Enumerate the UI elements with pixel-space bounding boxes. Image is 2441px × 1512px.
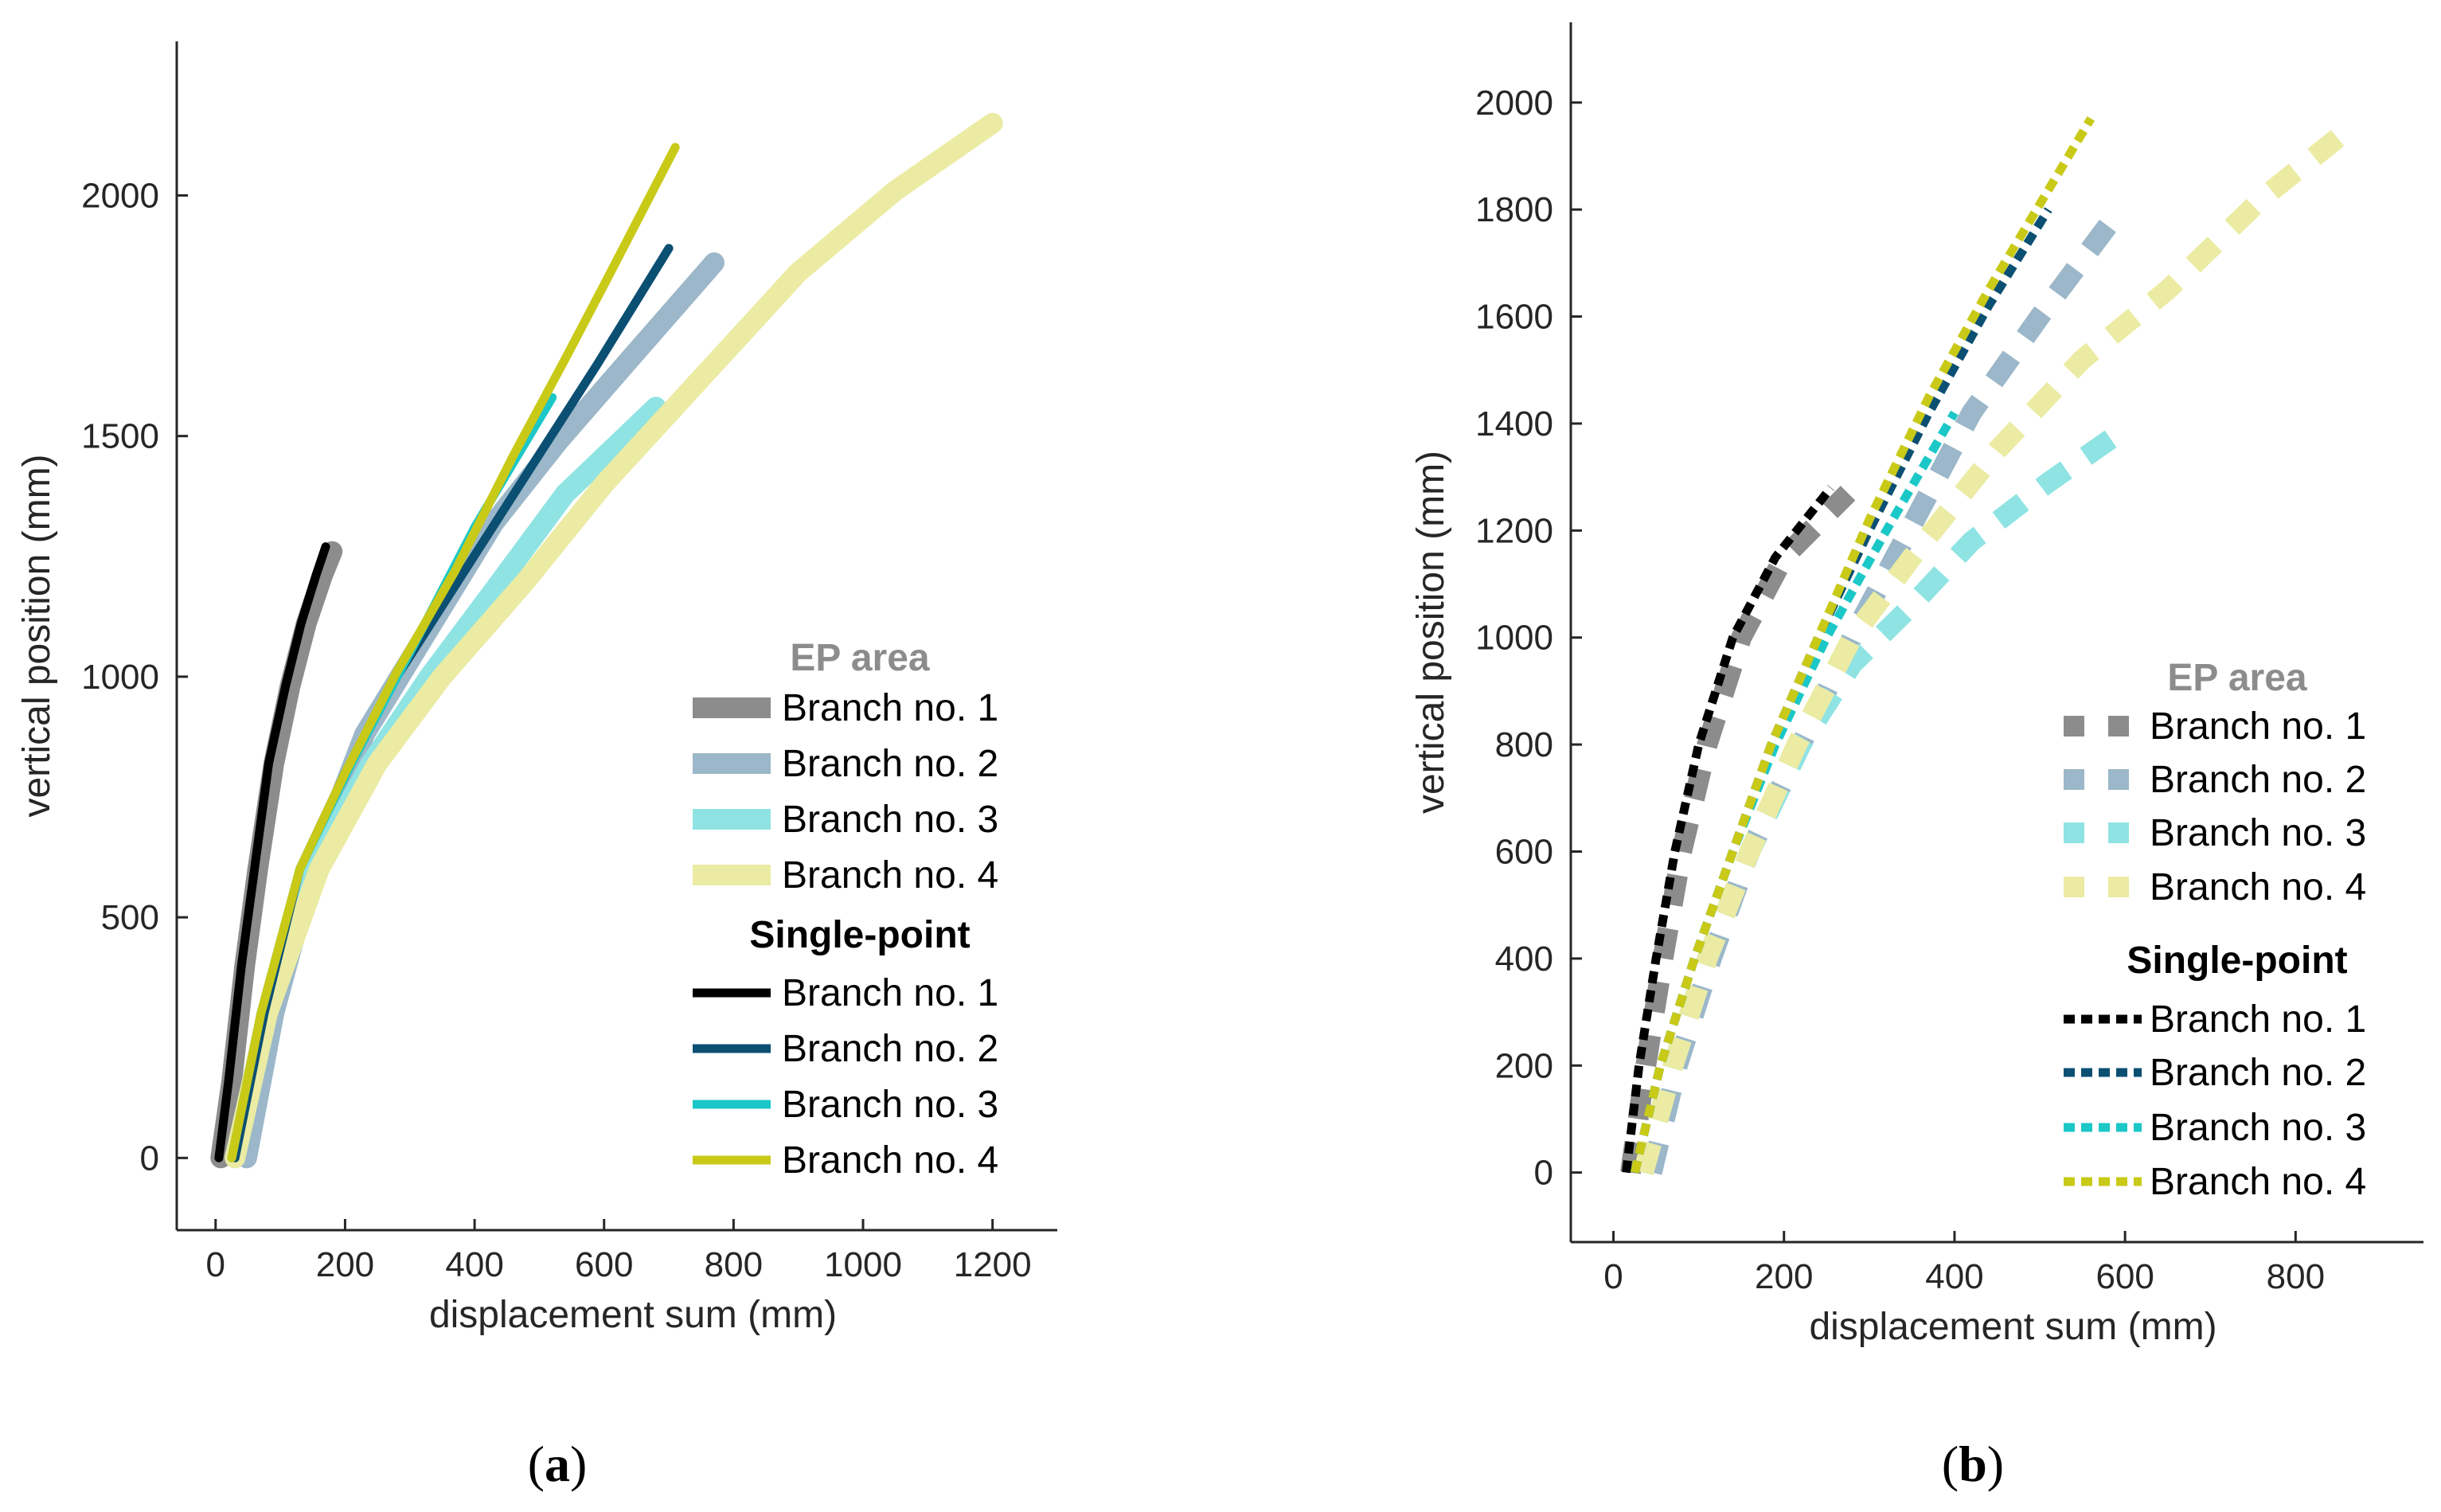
series-line-ep-branch-no-4 [225,112,1003,1169]
legend-label: Branch no. 3 [782,1084,998,1126]
series-line-ep-branch-no-2 [236,252,724,1169]
y-tick-label: 800 [1495,725,1553,764]
series-group [1620,115,2362,1176]
legend-label: Branch no. 2 [782,1028,998,1070]
axes: 0 200 400 600 800 1000 1200 0 500 1000 1500 2000 dis… [16,41,1057,1336]
y-axis-label: vertical position (mm) [1410,451,1452,814]
series-line-ep-branch-no-3 [1633,420,2131,1176]
x-tick-label: 400 [445,1245,503,1284]
x-tick-label: 200 [1755,1257,1813,1296]
legend: EP area Branch no. 1 Branch no. 2 Branch no… [2064,657,2366,1203]
y-tick-label: 1600 [1475,298,1553,337]
legend-label: Branch no. 3 [2150,812,2366,854]
y-tick-label: 2000 [81,176,159,215]
legend-label: Branch no. 4 [782,1139,998,1182]
legend-label: Branch no. 2 [2150,1052,2366,1094]
series-line-sp-branch-no-1 [214,542,330,1162]
series-line-sp-branch-no-1 [1622,485,1834,1174]
y-axis-label: vertical position (mm) [16,454,58,817]
legend-label: Branch no. 1 [782,972,998,1014]
legend: EP area Branch no. 1 Branch no. 2 Branch no… [693,637,998,1182]
x-tick-label: 800 [705,1245,763,1284]
y-tick-label: 1500 [81,417,159,456]
legend-title-ep: EP area [2167,657,2307,699]
panel-caption: (b) [1942,1436,2004,1492]
y-tick-label: 200 [1495,1046,1553,1085]
y-tick-label: 2000 [1475,84,1553,123]
x-tick-label: 0 [1603,1257,1623,1296]
y-tick-label: 1000 [1475,619,1553,658]
legend-title-ep: EP area [790,637,930,679]
panel-caption: (a) [528,1436,588,1492]
y-tick-label: 500 [101,898,159,937]
x-tick-label: 200 [316,1245,374,1284]
x-tick-label: 1000 [824,1245,902,1284]
legend-label: Branch no. 2 [2150,759,2366,801]
axes: 0 200 400 600 800 0 200 400 600 800 1000 1200 1400 16… [1410,22,2423,1348]
series-group [210,112,1003,1169]
legend-label: Branch no. 3 [782,799,998,841]
series-line-sp-branch-no-2 [1630,207,2052,1174]
legend-label: Branch no. 3 [2150,1107,2366,1149]
y-tick-label: 0 [140,1139,159,1178]
x-tick-label: 1200 [954,1245,1032,1284]
y-tick-label: 1200 [1475,511,1553,550]
legend-label: Branch no. 4 [2150,1161,2366,1203]
series-line-ep-branch-no-2 [1642,219,2117,1175]
y-tick-label: 1400 [1475,404,1553,443]
x-tick-label: 0 [206,1245,225,1284]
legend-title-sp: Single-point [749,914,970,956]
series-line-ep-branch-no-1 [1620,486,1856,1174]
series-line-ep-branch-no-3 [225,397,666,1169]
legend-label: Branch no. 1 [2150,705,2366,748]
y-tick-label: 0 [1534,1154,1553,1193]
legend-title-sp: Single-point [2127,940,2347,982]
x-axis-label: displacement sum (mm) [429,1294,837,1336]
legend-label: Branch no. 1 [2150,998,2366,1041]
legend-label: Branch no. 4 [2150,866,2366,908]
panel-b: 0 200 400 600 800 0 200 400 600 800 1000 1200 1400 16… [1410,22,2423,1492]
x-axis-label: displacement sum (mm) [1809,1306,2216,1348]
x-tick-label: 600 [2095,1257,2154,1296]
legend-label: Branch no. 1 [782,687,998,729]
x-tick-label: 800 [2267,1257,2325,1296]
y-tick-label: 1800 [1475,190,1553,229]
x-tick-label: 600 [575,1245,633,1284]
y-tick-label: 400 [1495,940,1553,979]
legend-label: Branch no. 2 [782,743,998,785]
y-tick-label: 600 [1495,832,1553,871]
panel-a: 0 200 400 600 800 1000 1200 0 500 1000 1500 2000 dis… [16,41,1057,1492]
legend-label: Branch no. 4 [782,854,998,897]
series-line-sp-branch-no-4 [227,143,680,1162]
y-tick-label: 1000 [81,658,159,697]
x-tick-label: 400 [1925,1257,1983,1296]
